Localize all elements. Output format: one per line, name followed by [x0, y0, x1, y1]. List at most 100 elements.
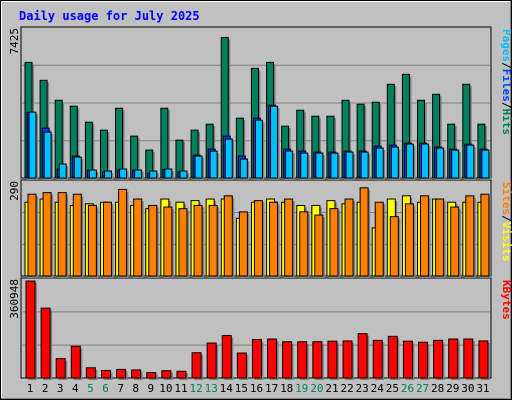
pages-bar-26	[405, 143, 414, 179]
pages-bar-12	[194, 155, 203, 179]
kbytes-bar-12	[191, 352, 202, 379]
sites-bar-11	[178, 208, 188, 277]
sites-bar-12	[193, 204, 203, 277]
kbytes-bar-30	[463, 338, 474, 379]
x-tick-label-3: 3	[57, 382, 64, 395]
kbytes-bar-20	[312, 341, 323, 379]
series-label-part: Files	[500, 69, 512, 102]
series-label-part: /	[500, 62, 512, 69]
kbytes-bar-27	[418, 341, 429, 379]
x-tick-label-26: 26	[401, 382, 414, 395]
sites-bar-8	[133, 198, 143, 277]
pages-bar-4	[73, 156, 82, 179]
x-tick-label-11: 11	[174, 382, 187, 395]
x-tick-label-1: 1	[27, 382, 34, 395]
x-tick-label-20: 20	[310, 382, 323, 395]
panel-1-series-label: Pages/Files/Hits	[500, 29, 512, 135]
x-tick-label-21: 21	[325, 382, 338, 395]
kbytes-bar-23	[357, 333, 368, 379]
series-label-part: Hits	[500, 109, 512, 136]
x-tick-label-29: 29	[446, 382, 459, 395]
kbytes-bar-25	[387, 335, 398, 379]
series-label-part: Sites	[500, 182, 512, 215]
x-tick-label-16: 16	[250, 382, 263, 395]
sites-bar-6	[102, 201, 112, 277]
pages-bar-17	[270, 105, 279, 179]
pages-bar-21	[330, 152, 339, 179]
hits-bar-7	[115, 107, 124, 179]
sites-bar-2	[42, 192, 52, 277]
x-tick-label-7: 7	[117, 382, 124, 395]
x-tick-label-2: 2	[42, 382, 49, 395]
x-tick-label-31: 31	[476, 382, 489, 395]
sites-bar-24	[374, 201, 384, 277]
sites-bar-29	[450, 206, 460, 277]
x-tick-label-25: 25	[386, 382, 399, 395]
x-tick-label-12: 12	[189, 382, 202, 395]
sites-bar-1	[27, 193, 37, 277]
sites-bar-16	[253, 200, 263, 277]
x-tick-label-9: 9	[148, 382, 155, 395]
pages-bar-13	[209, 150, 218, 179]
kbytes-bar-31	[478, 340, 489, 379]
kbytes-bar-5	[85, 367, 96, 379]
pages-bar-31	[481, 149, 490, 179]
kbytes-bar-3	[55, 358, 66, 379]
x-tick-label-6: 6	[102, 382, 109, 395]
pages-bar-18	[285, 150, 294, 179]
kbytes-bar-18	[282, 341, 293, 379]
pages-bar-5	[88, 169, 97, 179]
sites-bar-30	[465, 195, 475, 277]
x-tick-label-23: 23	[356, 382, 369, 395]
x-tick-label-15: 15	[235, 382, 248, 395]
series-label-part: /	[500, 102, 512, 109]
pages-bar-6	[103, 170, 112, 179]
kbytes-bar-14	[221, 335, 232, 379]
kbytes-bar-13	[206, 342, 217, 379]
x-tick-label-8: 8	[132, 382, 139, 395]
x-tick-label-30: 30	[461, 382, 474, 395]
pages-bar-27	[421, 143, 430, 179]
x-tick-label-4: 4	[72, 382, 79, 395]
pages-bar-20	[315, 152, 324, 179]
kbytes-bar-19	[297, 341, 308, 379]
x-tick-label-5: 5	[87, 382, 94, 395]
x-tick-label-27: 27	[416, 382, 429, 395]
pages-bar-24	[375, 147, 384, 179]
pages-bar-9	[149, 170, 158, 179]
x-tick-labels: 1 2 3 4 5 6 7 8 9 10 11 12 13 14 15 16 17 18 19 20 21 22 23 24 2…	[27, 382, 490, 395]
sites-bar-21	[329, 208, 339, 277]
sites-bar-10	[163, 206, 173, 277]
kbytes-bar-9	[146, 372, 157, 379]
sites-bar-7	[118, 188, 128, 277]
pages-bar-15	[239, 158, 248, 179]
kbytes-bar-15	[236, 352, 247, 379]
sites-bar-9	[148, 204, 158, 277]
pages-bar-8	[134, 169, 143, 179]
sites-bar-19	[299, 211, 309, 277]
pages-bar-25	[390, 146, 399, 179]
pages-bar-7	[119, 168, 128, 179]
series-label-part: KBytes	[500, 280, 512, 320]
kbytes-bar-4	[70, 345, 81, 379]
pages-bar-29	[451, 149, 460, 179]
sites-bar-28	[435, 198, 445, 277]
x-tick-label-28: 28	[431, 382, 444, 395]
kbytes-bar-7	[116, 368, 127, 379]
kbytes-bar-22	[342, 340, 353, 379]
kbytes-bar-21	[327, 340, 338, 379]
x-tick-label-22: 22	[340, 382, 353, 395]
kbytes-bar-29	[448, 338, 459, 379]
pages-bar-3	[58, 163, 67, 179]
x-tick-label-18: 18	[280, 382, 293, 395]
series-label-part: Pages	[500, 29, 512, 62]
bars	[24, 36, 491, 380]
pages-bar-10	[164, 168, 173, 179]
sites-bar-14	[223, 195, 233, 277]
panel-2-series-label: Sites/Visits	[500, 182, 512, 262]
sites-bar-18	[284, 198, 294, 277]
kbytes-bar-26	[402, 340, 413, 379]
sites-bar-13	[208, 204, 218, 277]
kbytes-bar-16	[251, 339, 262, 379]
kbytes-bar-6	[100, 369, 111, 379]
